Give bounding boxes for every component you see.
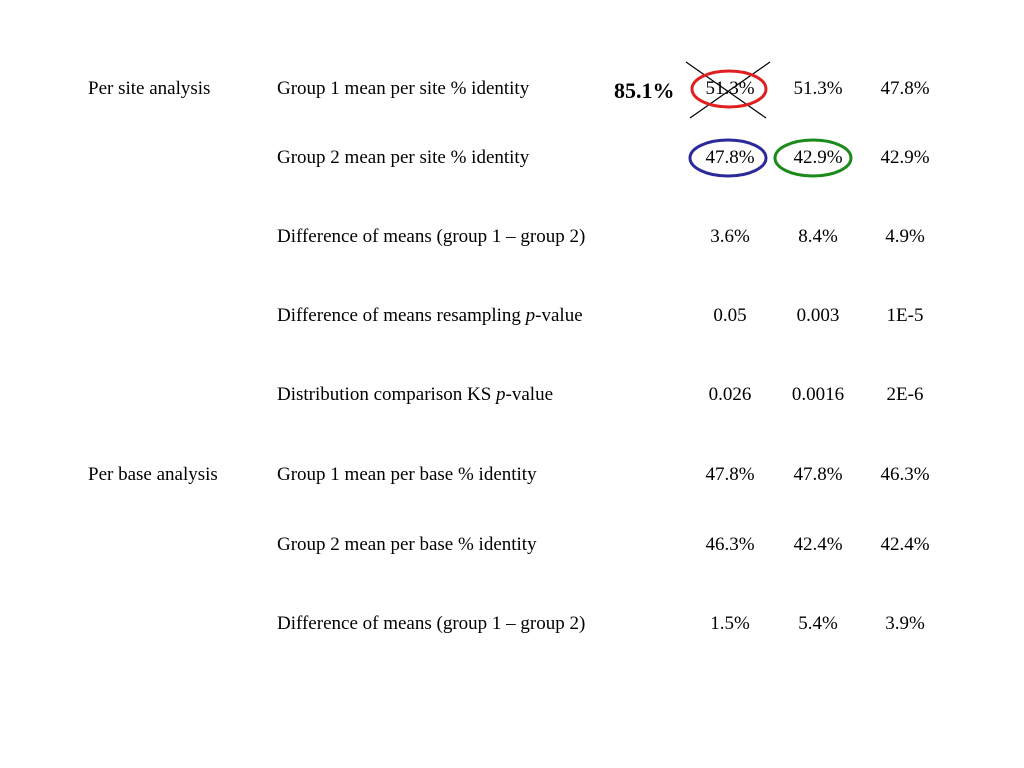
cell-r6-c1: 46.3% <box>705 534 755 555</box>
cell-r7-c2: 5.4% <box>798 613 838 634</box>
cell-r2-c3: 4.9% <box>885 226 925 247</box>
section-label-per-base: Per base analysis <box>88 464 218 485</box>
cell-r6-c3: 42.4% <box>880 534 930 555</box>
cell-r0-c3: 47.8% <box>880 78 930 99</box>
row-label-diff-base: Difference of means (group 1 – group 2) <box>277 613 586 634</box>
section-label-per-site: Per site analysis <box>88 78 211 99</box>
cell-r0-c1: 51.3% <box>705 78 755 99</box>
cell-r1-c2: 42.9% <box>793 147 843 168</box>
row-label-ks-p: Distribution comparison KS p-value <box>277 384 554 405</box>
cell-r4-c1: 0.026 <box>708 384 752 405</box>
row-label-group1-base: Group 1 mean per base % identity <box>277 464 537 485</box>
cell-r4-c2: 0.0016 <box>791 384 845 405</box>
row-label-group2-base: Group 2 mean per base % identity <box>277 534 537 555</box>
cell-r0-c2: 51.3% <box>793 78 843 99</box>
row-label-group1-site: Group 1 mean per site % identity <box>277 78 530 99</box>
cell-r1-c1: 47.8% <box>705 147 755 168</box>
cell-r1-c3: 42.9% <box>880 147 930 168</box>
cell-r6-c2: 42.4% <box>793 534 843 555</box>
cell-r5-c2: 47.8% <box>793 464 843 485</box>
cell-r3-c2: 0.003 <box>796 305 840 326</box>
cell-r7-c1: 1.5% <box>710 613 750 634</box>
cell-r3-c3: 1E-5 <box>886 305 924 326</box>
row-label-group2-site: Group 2 mean per site % identity <box>277 147 530 168</box>
cell-r5-c1: 47.8% <box>705 464 755 485</box>
row-label-resampling-p: Difference of means resampling p-value <box>277 305 583 326</box>
row-label-diff-site: Difference of means (group 1 – group 2) <box>277 226 586 247</box>
cell-r7-c3: 3.9% <box>885 613 925 634</box>
corrected-value: 85.1% <box>614 78 675 103</box>
cell-r2-c1: 3.6% <box>710 226 750 247</box>
cell-r3-c1: 0.05 <box>713 305 747 326</box>
cell-r5-c3: 46.3% <box>880 464 930 485</box>
cell-r2-c2: 8.4% <box>798 226 838 247</box>
cell-r4-c3: 2E-6 <box>886 384 924 405</box>
